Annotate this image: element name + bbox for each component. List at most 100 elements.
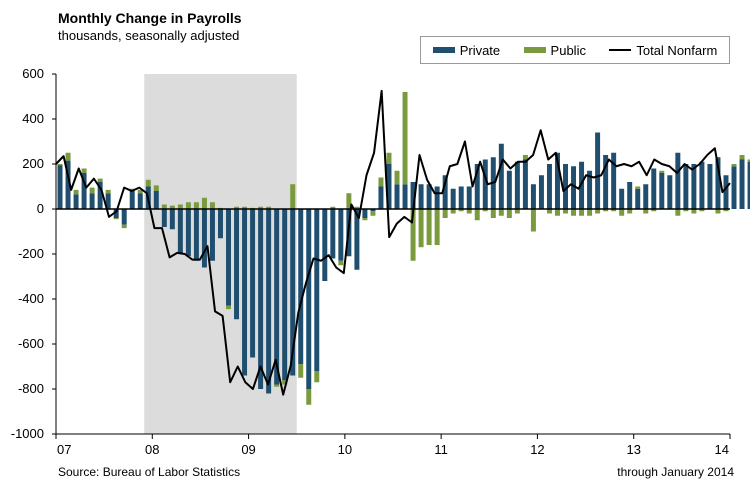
bar-private xyxy=(498,143,504,209)
bar-private xyxy=(362,209,368,218)
bar-public xyxy=(490,209,496,218)
legend-label-total: Total Nonfarm xyxy=(636,42,718,58)
bar-public xyxy=(105,189,111,194)
bar-public xyxy=(282,380,288,385)
bar-public xyxy=(298,364,304,378)
bar-public xyxy=(201,197,207,209)
bar-private xyxy=(177,209,183,254)
legend-item-public: Public xyxy=(523,42,586,58)
legend-item-total: Total Nonfarm xyxy=(609,43,717,58)
x-tick-label: 08 xyxy=(145,442,159,457)
bar-public xyxy=(426,209,432,245)
bar-private xyxy=(555,152,560,209)
bar-public xyxy=(418,209,424,248)
bar-public xyxy=(410,209,416,261)
bar-public xyxy=(81,168,87,173)
bar-private xyxy=(611,152,617,209)
bar-public xyxy=(643,209,649,214)
bar-public xyxy=(354,206,360,209)
bar-public xyxy=(555,209,560,216)
bar-private xyxy=(185,209,191,257)
bar-private xyxy=(651,168,657,209)
bar-private xyxy=(619,188,625,209)
y-tick-label: -800 xyxy=(18,381,44,396)
bar-public xyxy=(579,209,585,216)
bar-private xyxy=(635,188,641,209)
bar-private xyxy=(129,191,135,209)
recession-shade xyxy=(144,74,297,434)
bar-public xyxy=(683,209,689,212)
bar-public xyxy=(434,209,440,245)
bar-public xyxy=(611,209,617,212)
y-tick-label: -1000 xyxy=(11,426,44,441)
bar-private xyxy=(201,209,207,268)
bar-public xyxy=(242,206,248,209)
bar-private xyxy=(731,166,737,209)
bar-private xyxy=(434,186,440,209)
bar-public xyxy=(370,211,376,216)
bar-private xyxy=(474,164,480,209)
bar-private xyxy=(402,184,408,209)
y-tick-label: -200 xyxy=(18,246,44,261)
bar-private xyxy=(105,193,111,209)
x-tick-label: 10 xyxy=(338,442,352,457)
bar-public xyxy=(715,209,721,214)
source-note: Source: Bureau of Labor Statistics xyxy=(58,465,241,479)
bar-public xyxy=(571,209,577,216)
bar-private xyxy=(442,175,448,209)
bar-public xyxy=(522,155,528,160)
bar-private xyxy=(242,209,248,376)
chart-subtitle: thousands, seasonally adjusted xyxy=(58,28,240,43)
bar-public xyxy=(266,206,272,209)
bar-private xyxy=(522,159,528,209)
x-tick-label: 09 xyxy=(241,442,255,457)
bar-private xyxy=(450,188,456,209)
bar-public xyxy=(458,209,464,212)
bar-public xyxy=(442,209,448,218)
bar-private xyxy=(394,184,400,209)
bar-private xyxy=(73,194,79,209)
bar-private xyxy=(298,209,304,365)
bar-public xyxy=(731,164,737,167)
bar-public xyxy=(89,187,95,194)
bar-public xyxy=(675,209,681,216)
legend-swatch-public xyxy=(523,47,546,53)
x-tick-label: 12 xyxy=(530,442,544,457)
bar-private xyxy=(603,155,609,209)
bar-public xyxy=(153,185,159,191)
legend-item-private: Private xyxy=(432,43,500,58)
bar-public xyxy=(506,209,512,218)
bar-public xyxy=(177,204,183,209)
bar-private xyxy=(354,209,360,270)
bar-private xyxy=(81,173,87,209)
bar-public xyxy=(691,209,697,214)
bar-private xyxy=(57,165,63,209)
bar-private xyxy=(418,184,424,209)
bar-public xyxy=(330,206,336,209)
bar-private xyxy=(169,209,175,230)
bar-public xyxy=(723,209,729,212)
bar-private xyxy=(218,209,223,239)
y-tick-label: 400 xyxy=(22,111,44,126)
bar-private xyxy=(193,209,199,261)
bar-public xyxy=(258,206,264,209)
bar-public xyxy=(619,209,625,216)
bar-private xyxy=(226,209,231,306)
y-tick-label: 200 xyxy=(22,156,44,171)
bar-public xyxy=(113,218,119,220)
legend-swatch-total xyxy=(609,49,632,51)
bar-public xyxy=(747,159,750,162)
bar-private xyxy=(739,159,745,209)
bar-public xyxy=(306,389,312,405)
bar-public xyxy=(603,209,609,212)
bar-private xyxy=(97,182,103,209)
bar-public xyxy=(65,152,71,161)
x-tick-label: 13 xyxy=(626,442,640,457)
bar-public xyxy=(185,202,191,209)
bar-private xyxy=(121,209,127,225)
y-tick-label: -400 xyxy=(18,291,44,306)
line-total-nonfarm xyxy=(55,89,731,396)
legend-label-public: Public xyxy=(550,42,586,58)
bar-private xyxy=(563,164,568,209)
bar-public xyxy=(226,305,231,310)
